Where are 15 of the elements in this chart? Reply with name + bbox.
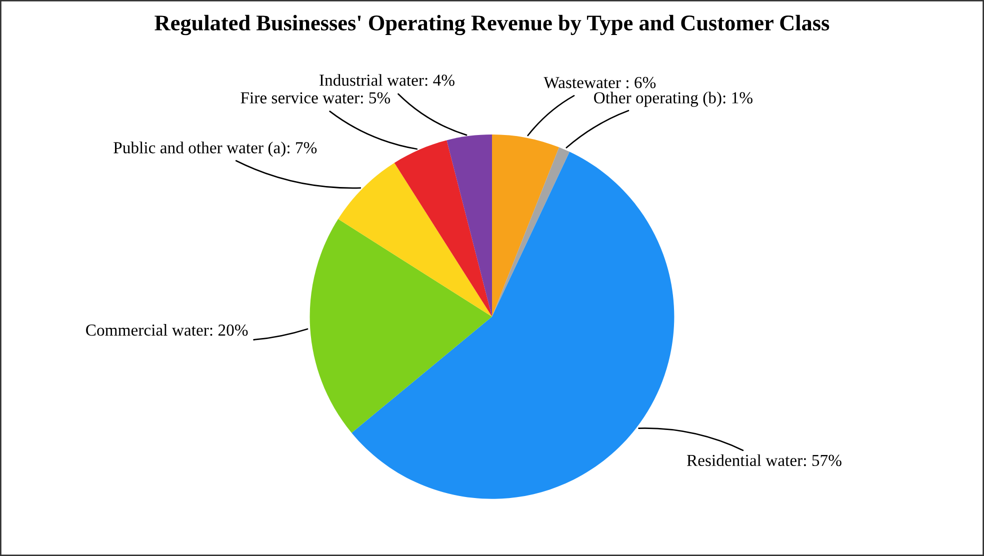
pie-slice (446, 134, 492, 317)
slice-label: Commercial water: 20% (86, 324, 248, 336)
slice-label: Industrial water: 4% (320, 74, 454, 86)
slice-label: Public and other water (a): 7% (114, 142, 317, 157)
pie-slice (338, 162, 492, 317)
pie-slice (492, 147, 570, 317)
slice-label: Other operating (b): 1% (594, 92, 752, 107)
slice-label: Fire service water: 5% (240, 92, 390, 104)
pie-slice (352, 152, 674, 499)
pie-slice (394, 140, 492, 317)
slice-label: Wastewater : 6% (544, 76, 656, 88)
chart-title: Regulated Businesses' Operating Revenue by Type and Customer Class (154, 14, 830, 36)
pie-slice (492, 134, 560, 317)
slice-label: Residential water: 57% (686, 454, 842, 466)
pie-slice (310, 219, 492, 433)
